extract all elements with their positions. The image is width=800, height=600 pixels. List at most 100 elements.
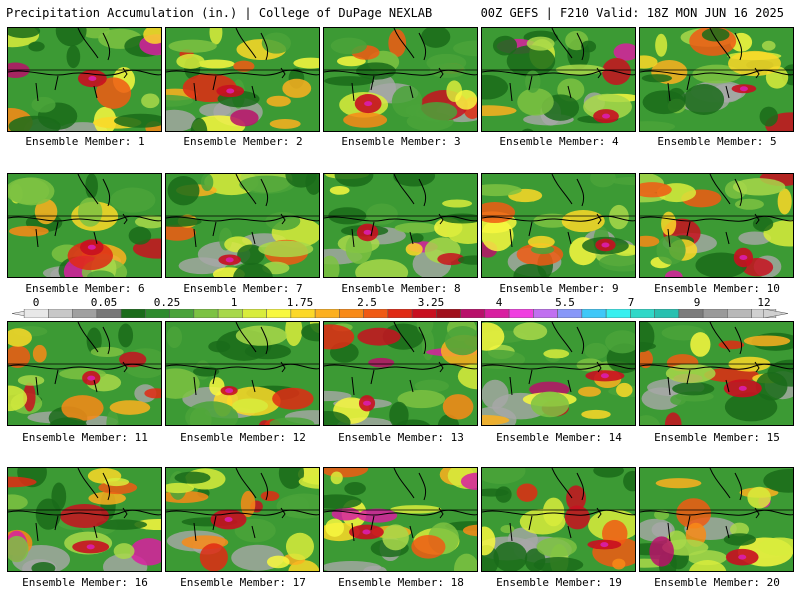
ensemble-member-label: Ensemble Member: 15: [654, 431, 780, 444]
precip-contour: [331, 507, 361, 521]
precip-contour: [343, 112, 388, 128]
precip-contour: [233, 262, 273, 277]
precip-map: [324, 322, 477, 425]
precip-contour: [676, 498, 712, 529]
colorbar-segment: [120, 309, 146, 318]
precip-contour: [457, 255, 477, 265]
precip-contour: [734, 198, 764, 210]
precip-contour: [366, 203, 398, 225]
precip-contour: [266, 95, 291, 107]
precip-contour: [724, 392, 778, 422]
precip-contour: [61, 395, 104, 421]
precip-core: [738, 385, 747, 391]
precip-contour: [664, 412, 682, 425]
precip-contour: [526, 36, 555, 51]
precip-contour: [368, 357, 395, 368]
precip-contour: [31, 562, 56, 571]
precip-contour: [324, 76, 375, 86]
precip-core: [601, 242, 610, 248]
precip-contour: [738, 231, 772, 245]
coastline: [640, 322, 793, 396]
ensemble-map-panel: [165, 321, 320, 426]
coastline: [166, 28, 319, 102]
coastline: [166, 468, 319, 542]
ensemble-member-label: Ensemble Member: 5: [657, 135, 777, 148]
colorbar-segment: [363, 309, 389, 318]
precip-contour: [611, 176, 635, 186]
precip-contour: [759, 106, 778, 127]
precip-contour: [590, 174, 616, 188]
ensemble-member-label: Ensemble Member: 20: [654, 576, 780, 589]
precip-contour: [482, 184, 522, 197]
precip-contour: [517, 88, 554, 116]
colorbar-segment: [145, 309, 170, 318]
precip-contour: [244, 343, 292, 360]
precip-contour: [389, 401, 409, 425]
precip-contour: [330, 471, 343, 485]
precip-map: [482, 468, 635, 571]
precip-contour: [281, 495, 310, 517]
precip-contour: [609, 204, 629, 230]
coastline: [482, 468, 635, 542]
precip-contour: [665, 363, 716, 384]
colorbar-tick-label: 9: [693, 296, 701, 309]
precip-contour: [119, 351, 147, 368]
precip-contour: [613, 43, 635, 61]
precip-contour: [543, 349, 570, 359]
precip-core: [225, 388, 234, 394]
precip-contour: [492, 35, 518, 56]
precip-contour: [482, 468, 526, 485]
precip-contour: [605, 330, 635, 354]
precip-contour: [31, 96, 56, 113]
colorbar-segment: [193, 309, 219, 318]
precip-contour: [493, 541, 528, 571]
precip-contour: [758, 537, 793, 556]
precip-contour: [199, 543, 228, 571]
precip-contour: [166, 224, 196, 241]
coastline: [324, 174, 477, 248]
precip-core: [602, 113, 611, 119]
precip-contour: [391, 85, 423, 118]
precip-core: [738, 554, 747, 560]
coastline: [482, 174, 635, 248]
precip-contour: [640, 322, 655, 353]
precip-core: [87, 244, 96, 250]
precip-contour: [689, 560, 727, 571]
colorbar-tick-label: 1.75: [286, 296, 314, 309]
precip-core: [364, 101, 373, 107]
precip-contour: [390, 505, 442, 514]
precip-contour: [752, 216, 774, 232]
precip-contour: [357, 508, 398, 523]
colorbar-segment: [678, 309, 704, 318]
precip-contour: [670, 394, 687, 406]
precip-contour: [411, 535, 446, 559]
precip-contour: [655, 33, 668, 57]
precip-map: [166, 174, 319, 277]
precip-contour: [134, 215, 161, 229]
precip-contour: [513, 263, 547, 277]
precip-map: [640, 28, 793, 131]
precip-contour: [642, 90, 686, 115]
precip-contour: [106, 409, 119, 425]
precip-contour: [513, 322, 548, 341]
precip-contour: [426, 53, 467, 72]
colorbar-tick-label: 7: [627, 296, 635, 309]
precip-contour: [110, 187, 156, 213]
coastline: [8, 28, 161, 102]
precip-contour: [285, 532, 314, 561]
coastline: [640, 174, 793, 248]
precip-contour: [86, 327, 102, 354]
colorbar-segment: [533, 309, 558, 318]
colorbar-segment: [23, 309, 49, 318]
colorbar-segment: [727, 309, 752, 318]
ensemble-member-label: Ensemble Member: 7: [183, 282, 303, 295]
precip-contour: [519, 508, 566, 535]
colorbar-segment: [290, 309, 316, 318]
precip-contour: [209, 28, 223, 45]
precip-contour: [330, 37, 367, 55]
ensemble-map-panel: [481, 467, 636, 572]
precip-contour: [651, 522, 673, 538]
precip-contour: [282, 78, 312, 98]
precip-contour: [324, 561, 382, 571]
precip-map: [640, 174, 793, 277]
